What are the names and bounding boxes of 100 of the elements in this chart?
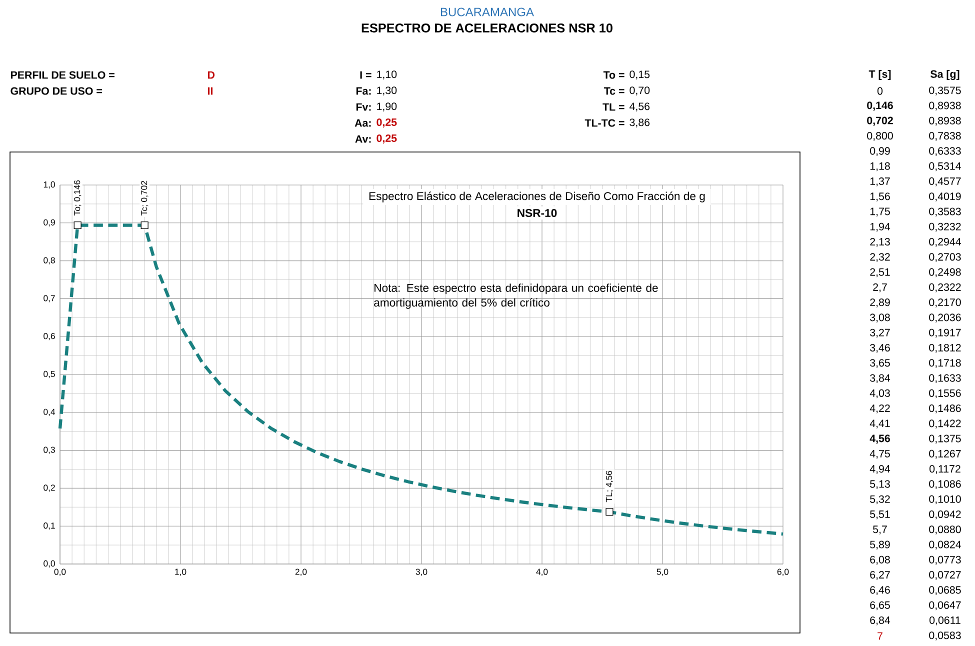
annotation: Tc; 0,702 <box>141 180 148 216</box>
y-tick-label: 0,5 <box>44 370 55 378</box>
text: 1,94 <box>870 222 890 232</box>
annotation: Nota: Este espectro esta definidopara un coeficiente de amortiguamiento del 5% del crítico <box>374 284 658 309</box>
text: 0,0685 <box>929 586 961 595</box>
text: 3,86 <box>630 118 650 128</box>
text: 0,146 <box>867 102 893 111</box>
text: 6,84 <box>870 616 890 626</box>
text: Fa: <box>356 87 371 95</box>
text: D <box>208 71 215 79</box>
text: 1,37 <box>870 177 890 186</box>
text: 4,41 <box>870 420 890 428</box>
text: 6,08 <box>870 556 890 565</box>
text: 0 <box>877 87 883 95</box>
text: 2,51 <box>870 268 890 278</box>
text: 5,32 <box>870 495 890 504</box>
text: 6,27 <box>870 571 890 580</box>
text: 0,1375 <box>929 434 961 444</box>
x-tick-label: 6,0 <box>777 568 789 576</box>
text: 1,30 <box>377 86 397 96</box>
text: 0,4019 <box>929 192 961 202</box>
text: 0,2036 <box>929 314 961 322</box>
text: TL = <box>602 103 624 111</box>
text: 0,3583 <box>929 208 961 217</box>
x-tick-label: 2,0 <box>295 568 307 576</box>
text: 0,1486 <box>929 404 961 414</box>
x-tick-label: 1,0 <box>175 568 186 576</box>
text: 3,46 <box>870 344 890 353</box>
x-tick-label: 3,0 <box>416 568 428 576</box>
text: 0,1812 <box>929 344 961 353</box>
y-tick-label: 0,4 <box>44 408 56 416</box>
text: 0,1718 <box>929 359 961 368</box>
text: 0,2498 <box>929 268 961 278</box>
chart-subtitle: BUCARAMANGA <box>440 8 534 16</box>
y-tick-label: 0,2 <box>44 484 55 492</box>
text: 0,2170 <box>929 298 961 308</box>
text: 0,0880 <box>929 526 961 534</box>
annotation: TL; 4,56 <box>606 470 614 502</box>
text: 0,3575 <box>929 86 961 96</box>
text: Av: <box>355 135 371 143</box>
text: 1,18 <box>870 162 890 172</box>
chart-title: ESPECTRO DE ACELERACIONES NSR 10 <box>362 24 612 32</box>
text: 2,32 <box>870 253 890 262</box>
text: 0,1917 <box>929 328 961 338</box>
annotation: NSR-10 <box>518 208 557 218</box>
annotation: Espectro Elástico de Aceleraciones de Diseño Como Fracción de g <box>369 192 705 202</box>
text: 0,3232 <box>929 222 961 232</box>
text: 0,1556 <box>929 389 961 398</box>
text: 3,65 <box>870 359 890 368</box>
y-tick-label: 0,3 <box>44 446 55 454</box>
x-tick-label: 4,0 <box>536 568 548 576</box>
text: 0,4577 <box>929 177 961 186</box>
text: 0,0583 <box>929 632 961 640</box>
text: 5,51 <box>870 510 890 520</box>
text: 0,800 <box>867 132 893 141</box>
text: 0,8938 <box>929 102 961 111</box>
text: 0,6333 <box>929 147 961 156</box>
text: Aa: <box>354 119 371 127</box>
text: 6,46 <box>870 586 890 595</box>
text: 1,90 <box>377 102 397 112</box>
text: 0,25 <box>376 134 397 144</box>
text: Sa [g] <box>930 70 960 80</box>
text: 2,89 <box>870 298 890 308</box>
text: 3,08 <box>870 314 890 322</box>
text: PERFIL DE SUELO = <box>10 71 114 79</box>
text: 0,1172 <box>930 465 960 474</box>
x-tick-label: 0,0 <box>54 568 66 576</box>
y-tick-label: 1,0 <box>44 181 55 189</box>
y-tick-label: 0,7 <box>44 295 55 302</box>
text: I = <box>360 71 372 79</box>
y-tick-label: 0,6 <box>44 333 55 340</box>
text: 0,1633 <box>929 374 961 384</box>
text: 6,65 <box>870 601 890 610</box>
text: 4,56 <box>630 102 650 112</box>
text: 0,1422 <box>929 420 961 428</box>
text: 1,75 <box>870 208 890 216</box>
text: 4,75 <box>870 450 890 459</box>
text: To = <box>603 71 624 79</box>
text: 0,8938 <box>929 116 961 126</box>
text: Tc = <box>604 87 624 95</box>
text: 7 <box>878 632 882 640</box>
text: T [s] <box>868 70 891 80</box>
text: 4,56 <box>870 434 890 444</box>
text: 0,1267 <box>929 450 961 459</box>
text: 5,13 <box>870 480 890 490</box>
text: 0,0824 <box>929 540 961 550</box>
text: 3,84 <box>870 374 890 384</box>
text: 0,0647 <box>929 601 961 610</box>
text: 4,94 <box>870 465 890 474</box>
text: 3,27 <box>870 328 890 338</box>
text: 0,7838 <box>929 132 961 141</box>
text: 0,5314 <box>929 162 961 172</box>
text: 0,2944 <box>929 238 961 247</box>
text: 0,70 <box>630 86 650 96</box>
text: GRUPO DE USO = <box>10 87 102 95</box>
text: 0,1086 <box>929 480 961 490</box>
text: 2,7 <box>873 283 887 292</box>
y-tick-label: 0,1 <box>44 522 55 530</box>
text: 0,25 <box>376 118 397 128</box>
y-tick-label: 0,0 <box>44 560 55 568</box>
